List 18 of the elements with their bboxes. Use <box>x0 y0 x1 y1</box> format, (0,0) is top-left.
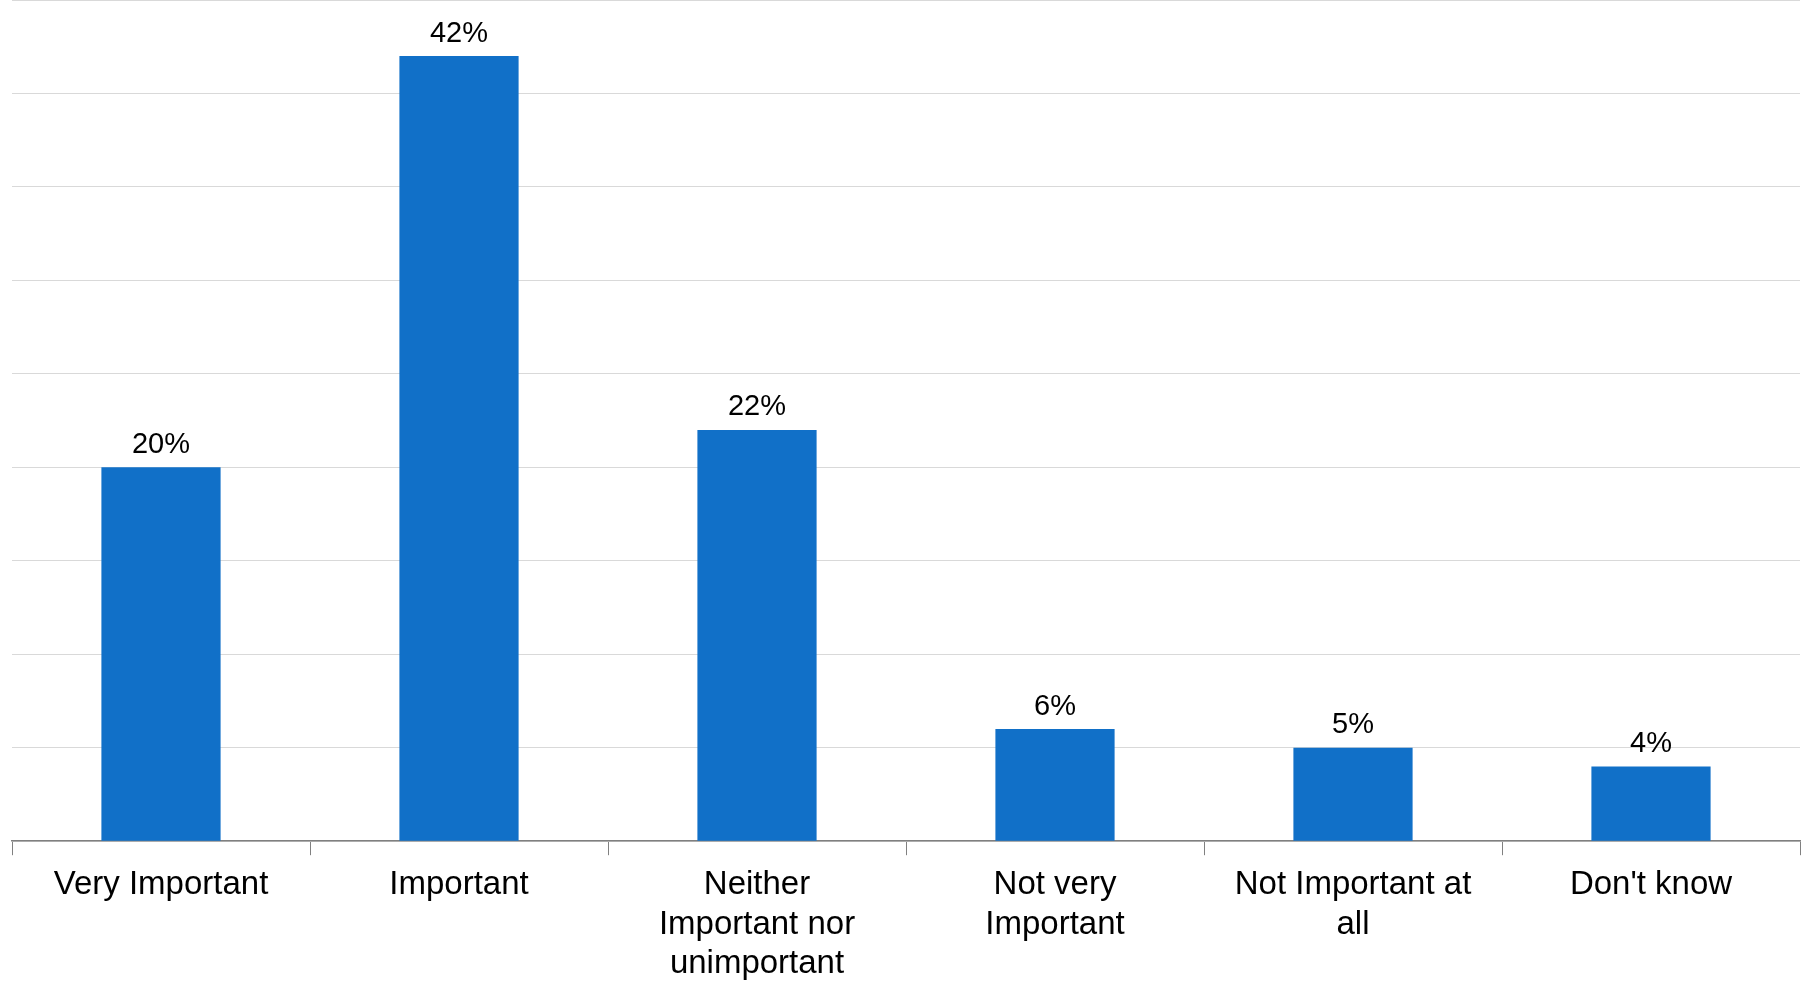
data-label: 4% <box>1630 725 1672 758</box>
bar <box>399 56 519 841</box>
x-tick-label: Very Important <box>53 864 269 902</box>
bar <box>1591 766 1711 841</box>
bar <box>1293 747 1413 841</box>
x-tick-label: Not Important at all <box>1234 864 1472 941</box>
data-label: 20% <box>131 426 191 459</box>
bar <box>101 467 221 841</box>
x-tick-label: Not very Important <box>985 864 1125 941</box>
x-tick-label: Neither Important nor unimportant <box>658 864 856 981</box>
data-label: 6% <box>1034 688 1076 721</box>
x-tick-label: Important <box>389 864 529 902</box>
data-label: 22% <box>727 389 787 422</box>
data-label: 42% <box>429 15 489 48</box>
bar <box>995 729 1115 841</box>
bar <box>697 429 817 841</box>
data-label: 5% <box>1332 707 1374 740</box>
x-tick-label: Don't know <box>1569 864 1733 902</box>
